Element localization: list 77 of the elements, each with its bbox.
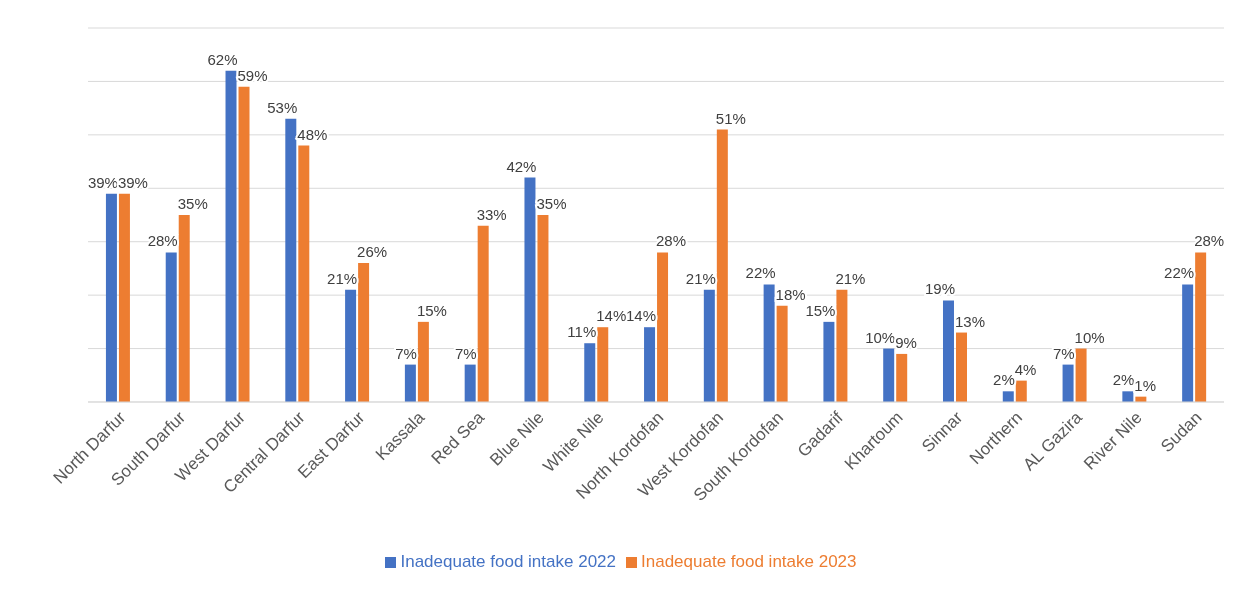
bar	[1122, 391, 1134, 402]
data-label: 39%	[87, 173, 118, 191]
data-label: 9%	[895, 333, 917, 351]
bar	[417, 321, 429, 402]
data-label: 35%	[177, 195, 208, 212]
data-label: 15%	[805, 301, 836, 319]
data-label: 10%	[865, 328, 896, 346]
data-label: 15%	[416, 301, 447, 319]
data-label: 11%	[567, 323, 597, 341]
bar	[776, 305, 788, 402]
data-label: 26%	[357, 243, 388, 261]
bar	[178, 215, 190, 402]
bar	[225, 70, 237, 402]
bar	[1182, 284, 1194, 402]
bar	[285, 118, 297, 402]
bar	[716, 129, 728, 402]
bar	[345, 289, 357, 402]
data-label: 21%	[327, 269, 358, 287]
data-label: 13%	[954, 312, 986, 330]
data-label: 62%	[207, 50, 238, 68]
bar	[464, 364, 476, 402]
bar	[1075, 348, 1087, 402]
legend-label: Inadequate food intake 2022	[400, 552, 616, 571]
bar	[118, 193, 130, 402]
data-label: 14%	[626, 307, 657, 325]
data-label: 39%	[117, 173, 148, 191]
data-label: 53%	[267, 98, 298, 116]
bar	[404, 364, 416, 402]
data-label: 22%	[1164, 264, 1195, 282]
bar	[165, 252, 177, 402]
bar	[238, 86, 250, 402]
bar	[883, 348, 895, 402]
data-label: 2%	[993, 371, 1015, 389]
data-label: 2%	[1112, 371, 1135, 389]
bar	[477, 225, 489, 402]
bar	[298, 145, 310, 402]
bar	[703, 289, 715, 402]
data-label: 18%	[775, 285, 806, 303]
data-label: 7%	[454, 344, 477, 362]
data-label: 7%	[1052, 344, 1075, 362]
data-label: 22%	[745, 264, 776, 282]
bar	[584, 343, 596, 402]
data-label: 4%	[1014, 360, 1037, 378]
data-label: 28%	[147, 232, 178, 250]
data-label: 28%	[1194, 232, 1225, 250]
bar	[763, 284, 775, 402]
legend-label: Inadequate food intake 2023	[641, 552, 857, 571]
data-label: 19%	[924, 280, 955, 298]
data-label: 35%	[536, 195, 567, 212]
data-label: 14%	[596, 307, 627, 325]
data-label: 1%	[1134, 376, 1157, 394]
bar	[1195, 252, 1207, 402]
bar	[942, 300, 954, 402]
bar	[644, 327, 656, 402]
data-label: 59%	[237, 66, 268, 84]
bar	[955, 332, 967, 402]
data-label: 21%	[835, 269, 866, 287]
bar	[597, 327, 609, 402]
data-label: 51%	[715, 109, 746, 127]
data-label: 42%	[506, 157, 537, 175]
bar	[896, 353, 908, 402]
bar	[657, 252, 669, 402]
data-label: 33%	[476, 205, 507, 223]
bar	[358, 263, 370, 402]
data-label: 7%	[395, 344, 417, 362]
data-label: 28%	[656, 232, 687, 250]
bar	[105, 193, 117, 402]
data-label: 48%	[297, 125, 328, 143]
bar	[524, 177, 536, 402]
data-label: 10%	[1074, 328, 1105, 346]
bar	[537, 215, 549, 402]
bar	[823, 321, 835, 402]
bar	[836, 289, 848, 402]
bar	[1002, 391, 1014, 402]
bar	[1062, 364, 1074, 402]
bar	[1015, 380, 1027, 402]
data-label: 21%	[685, 269, 716, 287]
